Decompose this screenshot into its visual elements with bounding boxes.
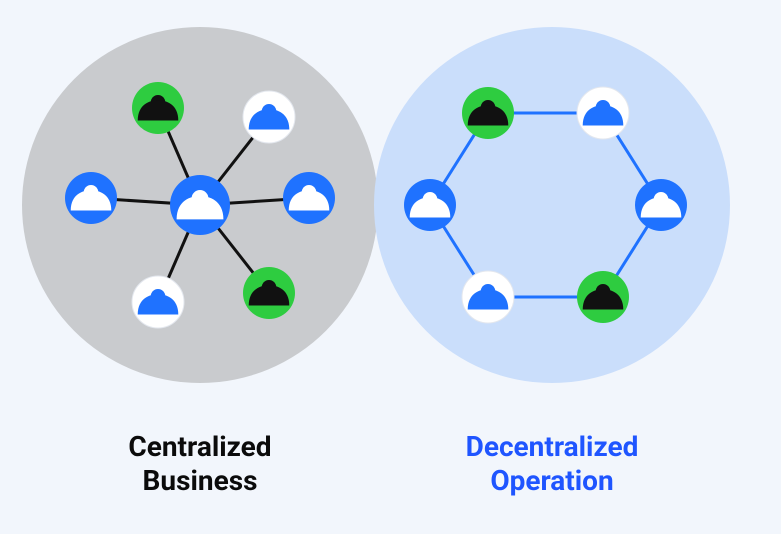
centralized-node (132, 276, 184, 328)
centralized-node (283, 172, 335, 224)
decentralized-node (577, 87, 629, 139)
decentralized-node (462, 271, 514, 323)
centralized-node (243, 267, 295, 319)
decentralized-node (577, 271, 629, 323)
centralized-node (132, 82, 184, 134)
diagram-canvas: Centralized Business Decentralized Operat… (0, 0, 781, 534)
decentralized-label-text: Decentralized Operation (402, 430, 702, 497)
centralized-hub-node (170, 175, 230, 235)
decentralized-node (462, 87, 514, 139)
decentralized-node (404, 179, 456, 231)
centralized-label: Centralized Business (50, 430, 350, 520)
centralized-node (65, 172, 117, 224)
centralized-label-text: Centralized Business (50, 430, 350, 497)
decentralized-node (635, 179, 687, 231)
decentralized-label: Decentralized Operation (402, 430, 702, 520)
centralized-node (243, 91, 295, 143)
